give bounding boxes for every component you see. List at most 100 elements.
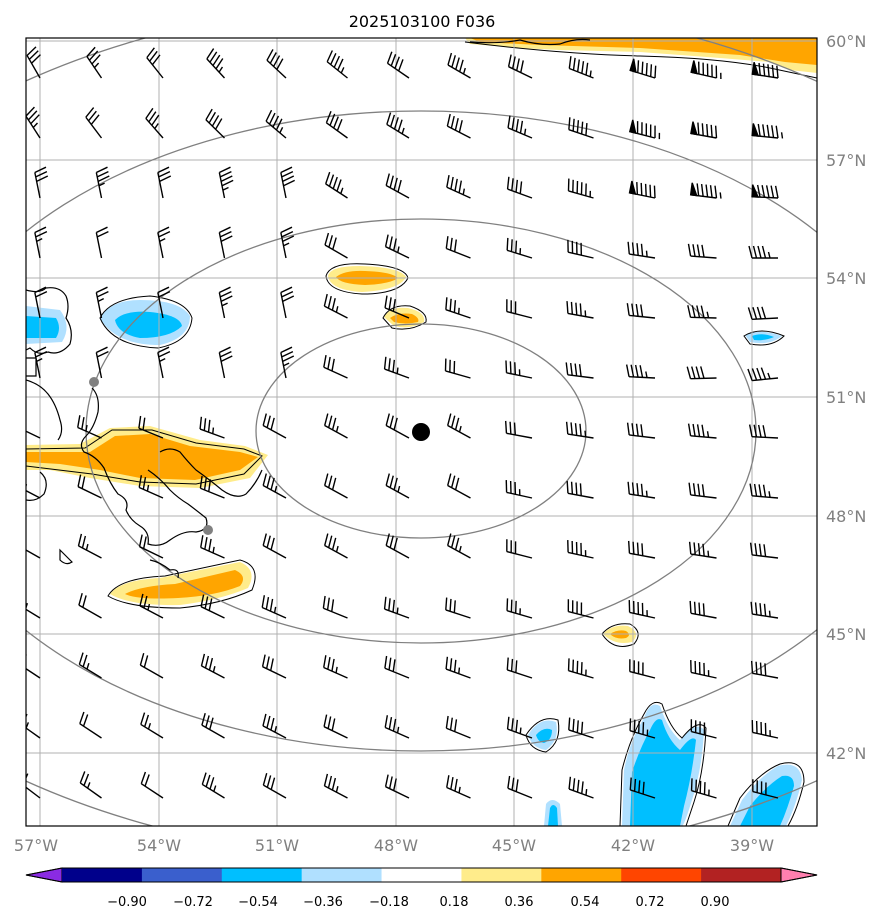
lat-tick: 45°N xyxy=(826,625,866,644)
wind-barb-feather xyxy=(754,602,758,615)
wind-barb-feather xyxy=(201,713,206,726)
wind-barb-feather xyxy=(331,298,336,311)
lon-tick: 54°W xyxy=(137,836,181,855)
wind-barb-half-feather xyxy=(274,485,278,493)
colorbar-label: −0.72 xyxy=(173,895,213,910)
wind-barb-feather xyxy=(636,483,639,496)
wind-barb-feather xyxy=(701,244,705,258)
wind-barb-feather xyxy=(767,64,770,77)
wind-barb-feather xyxy=(447,52,453,66)
wind-barb-feather xyxy=(458,120,463,133)
colorbar-label: 0.36 xyxy=(505,895,534,910)
wind-barb-feather xyxy=(96,166,108,174)
wind-barb-flag xyxy=(751,123,760,137)
wind-barb-feather xyxy=(748,245,753,259)
wind-barb-feather xyxy=(397,119,403,132)
wind-barb-feather xyxy=(261,595,266,608)
contour-lines xyxy=(26,41,817,826)
wind-barb-shaft xyxy=(26,489,41,499)
wind-barb-feather xyxy=(686,366,692,379)
wind-barb-feather xyxy=(78,593,83,606)
wind-barb-feather xyxy=(21,417,24,429)
wind-barb-feather xyxy=(568,717,571,730)
wind-barb-feather xyxy=(511,777,515,791)
wind-barb-feather xyxy=(36,175,49,182)
wind-barb-feather xyxy=(687,305,692,318)
wind-barb-half-feather xyxy=(458,425,462,433)
wind-barb-feather xyxy=(507,54,512,67)
wind-barb-feather xyxy=(337,58,344,71)
wind-barb-feather xyxy=(515,179,519,193)
wind-barb-feather xyxy=(208,598,213,611)
wind-barb-feather xyxy=(262,773,268,786)
wind-barb-feather xyxy=(450,115,455,129)
wind-barb-feather xyxy=(142,476,147,490)
wind-barb-feather xyxy=(393,417,398,431)
wind-barb-feather xyxy=(758,62,761,76)
wind-barb-feather xyxy=(453,239,457,252)
wind-barb-feather xyxy=(19,771,24,782)
wind-barb-feather xyxy=(389,175,394,188)
wind-barb-feather xyxy=(390,114,396,127)
wind-barb-feather xyxy=(27,110,38,121)
wind-barb-feather xyxy=(449,658,453,671)
wind-barb-feather xyxy=(627,241,630,255)
wind-barb-feather xyxy=(454,477,460,491)
wind-barb-feather xyxy=(214,118,223,130)
wind-barb-feather xyxy=(219,170,232,178)
lat-tick: 51°N xyxy=(826,388,866,407)
wind-barb-feather xyxy=(138,475,143,488)
wind-barb-feather xyxy=(77,474,82,487)
colorbar-label: −0.54 xyxy=(238,895,278,910)
wind-barb-feather xyxy=(570,301,574,315)
wind-barb-feather xyxy=(700,305,705,318)
wind-barb-feather xyxy=(574,363,578,376)
wind-barb-feather xyxy=(201,772,207,785)
wind-barb-feather xyxy=(143,595,148,609)
wind-barb-half-feather xyxy=(706,431,710,438)
wind-barb-feather xyxy=(146,47,155,59)
wind-barb-feather xyxy=(200,594,205,607)
wind-barb-feather xyxy=(697,483,701,497)
wind-barb-feather xyxy=(143,655,149,668)
wind-barb-feather xyxy=(220,175,233,182)
wind-barb-feather xyxy=(262,413,267,426)
graticule xyxy=(26,38,817,826)
wind-barb-feather xyxy=(696,183,700,196)
wind-barb-feather xyxy=(139,593,144,607)
wind-barb-feather xyxy=(687,243,692,257)
wind-barb-feather xyxy=(756,306,762,320)
wind-barb-feather xyxy=(506,716,510,730)
wind-barb-feather xyxy=(327,656,331,670)
wind-barb-feather xyxy=(31,54,41,64)
wind-barb-half-feather xyxy=(645,490,648,497)
wind-barb-feather xyxy=(709,185,713,198)
wind-barb-feather xyxy=(631,482,635,495)
wind-barb-feather xyxy=(86,46,96,57)
wind-barb-feather xyxy=(331,417,337,431)
wind-barb-feather xyxy=(281,350,294,358)
wind-barb-feather xyxy=(82,654,88,667)
wind-barb-feather xyxy=(640,424,644,437)
wind-barb-feather xyxy=(331,477,337,491)
wind-barb-feather xyxy=(324,232,330,246)
wind-barb-feather xyxy=(329,113,336,126)
wind-barb-feather xyxy=(17,474,20,486)
lat-tick: 54°N xyxy=(826,269,866,288)
wind-barb-feather xyxy=(774,185,779,199)
wind-barb-feather xyxy=(749,542,753,556)
lon-tick: 48°W xyxy=(374,836,418,855)
colorbar-extend-low xyxy=(25,867,63,883)
wind-barb-feather xyxy=(505,360,508,373)
wind-barb-half-feather xyxy=(335,786,339,793)
wind-barb-feather xyxy=(388,657,392,671)
wind-barb-feather xyxy=(710,124,713,138)
anomaly-blue-west-inner xyxy=(115,311,182,338)
wind-barb-feather xyxy=(327,535,333,548)
wind-barb-feather xyxy=(158,170,171,178)
wind-barb-half-feather xyxy=(147,723,152,730)
wind-barb-feather xyxy=(388,776,393,789)
wind-barb-feather xyxy=(330,53,337,65)
station-marker-2 xyxy=(203,525,213,535)
wind-barb-feather xyxy=(637,60,640,73)
